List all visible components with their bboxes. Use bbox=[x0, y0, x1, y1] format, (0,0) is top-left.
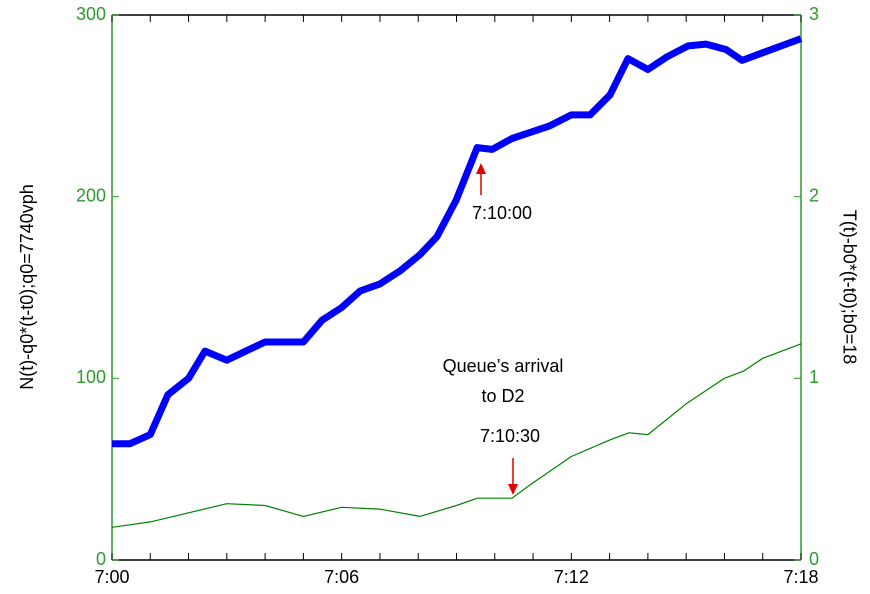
y-tick-label: 300 bbox=[76, 4, 106, 24]
arrow bbox=[508, 458, 518, 495]
y-tick-label: 100 bbox=[76, 367, 106, 387]
annotation: Queue’s arrival bbox=[443, 356, 564, 376]
y-tick-label: 0 bbox=[96, 549, 106, 569]
x-tick-label: 7:00 bbox=[94, 567, 129, 587]
x-tick-label: 7:06 bbox=[324, 567, 359, 587]
line-series bbox=[111, 343, 802, 528]
arrow bbox=[476, 163, 486, 195]
y2-tick-label: 2 bbox=[809, 185, 819, 205]
y-axis-label: N(t)-q0*(t-t0);q0=7740vph bbox=[17, 184, 37, 390]
annotation: to D2 bbox=[481, 386, 524, 406]
line-series bbox=[112, 35, 803, 448]
annotation: 7:10:00 bbox=[472, 203, 532, 223]
x-tick-label: 7:18 bbox=[783, 567, 818, 587]
y2-tick-label: 3 bbox=[809, 4, 819, 24]
x-tick-label: 7:12 bbox=[554, 567, 589, 587]
y2-tick-label: 0 bbox=[809, 549, 819, 569]
y-tick-label: 200 bbox=[76, 185, 106, 205]
y2-tick-label: 1 bbox=[809, 367, 819, 387]
annotation: 7:10:30 bbox=[480, 426, 540, 446]
y2-axis-label: T(t)-b0*(t-t0);b0=18 bbox=[839, 210, 859, 365]
